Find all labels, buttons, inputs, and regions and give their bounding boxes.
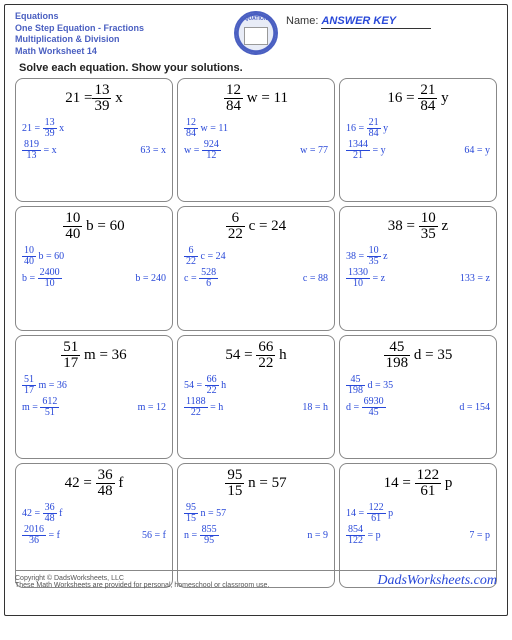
work-shown: 5117 m = 36 m = 61251 m = 12 [20, 374, 168, 419]
equation: 54 = 6622 h [182, 340, 330, 371]
equation: 1040 b = 60 [20, 211, 168, 242]
work-shown: 1040 b = 60 b = 240010 b = 240 [20, 245, 168, 290]
problems-grid: 21 =1339 x 21 = 1339 x 81913 = x 63 = x … [5, 78, 507, 588]
work-shown: 42 = 3648 f 201636 = f 56 = f [20, 502, 168, 547]
equation: 1284 w = 11 [182, 83, 330, 114]
work-shown: 54 = 6622 h 118822 = h 18 = h [182, 374, 330, 419]
problem-cell: 622 c = 24 622 c = 24 c = 5286 c = 88 [177, 206, 335, 331]
header: Equations One Step Equation - Fractions … [5, 5, 507, 60]
problem-cell: 21 =1339 x 21 = 1339 x 81913 = x 63 = x [15, 78, 173, 203]
equation: 14 = 12261 p [344, 468, 492, 499]
answer-key-label: ANSWER KEY [321, 15, 396, 27]
name-field: Name: ANSWER KEY [286, 11, 497, 29]
equation: 42 = 3648 f [20, 468, 168, 499]
work-shown: 622 c = 24 c = 5286 c = 88 [182, 245, 330, 290]
problem-cell: 1040 b = 60 1040 b = 60 b = 240010 b = 2… [15, 206, 173, 331]
instructions: Solve each equation. Show your solutions… [5, 60, 507, 78]
problem-cell: 16 = 2184 y 16 = 2184 y 134421 = y 64 = … [339, 78, 497, 203]
work-shown: 1284 w = 11 w = 92412 w = 77 [182, 117, 330, 162]
title-line-1: Equations [15, 11, 226, 23]
footer: Copyright © DadsWorksheets, LLC These Ma… [15, 570, 497, 589]
equation: 16 = 2184 y [344, 83, 492, 114]
work-shown: 14 = 12261 p 854122 = p 7 = p [344, 502, 492, 547]
header-titles: Equations One Step Equation - Fractions … [15, 11, 226, 58]
footer-note: These Math Worksheets are provided for p… [15, 582, 269, 589]
name-label: Name: [286, 15, 318, 27]
problem-cell: 45198 d = 35 45198 d = 35 d = 693045 d =… [339, 335, 497, 460]
work-shown: 9515 n = 57 n = 85595 n = 9 [182, 502, 330, 547]
equation: 21 =1339 x [20, 83, 168, 114]
work-shown: 16 = 2184 y 134421 = y 64 = y [344, 117, 492, 162]
equation: 9515 n = 57 [182, 468, 330, 499]
work-shown: 45198 d = 35 d = 693045 d = 154 [344, 374, 492, 419]
problem-cell: 1284 w = 11 1284 w = 11 w = 92412 w = 77 [177, 78, 335, 203]
copyright: Copyright © DadsWorksheets, LLC [15, 575, 269, 582]
page-border: Equations One Step Equation - Fractions … [4, 4, 508, 616]
equation: 5117 m = 36 [20, 340, 168, 371]
problem-cell: 5117 m = 36 5117 m = 36 m = 61251 m = 12 [15, 335, 173, 460]
brand: DadsWorksheets.com [377, 573, 497, 589]
title-line-3: Multiplication & Division [15, 34, 226, 46]
equations-logo [234, 11, 278, 55]
equation: 622 c = 24 [182, 211, 330, 242]
problem-cell: 38 = 1035 z 38 = 1035 z 133010 = z 133 =… [339, 206, 497, 331]
work-shown: 38 = 1035 z 133010 = z 133 = z [344, 245, 492, 290]
title-line-4: Math Worksheet 14 [15, 46, 226, 58]
equation: 45198 d = 35 [344, 340, 492, 371]
work-shown: 21 = 1339 x 81913 = x 63 = x [20, 117, 168, 162]
equation: 38 = 1035 z [344, 211, 492, 242]
problem-cell: 54 = 6622 h 54 = 6622 h 118822 = h 18 = … [177, 335, 335, 460]
title-line-2: One Step Equation - Fractions [15, 23, 226, 35]
